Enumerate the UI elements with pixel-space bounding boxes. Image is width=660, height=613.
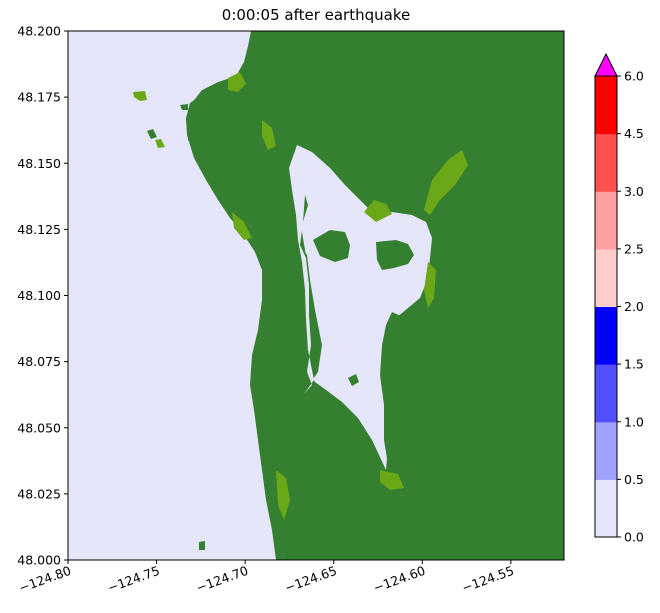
shoreline-highlight-ridge [262, 120, 276, 150]
harbor-water [297, 145, 432, 470]
harbor-island-center [376, 240, 414, 270]
colorbar-tick-label: 6.0 [624, 69, 644, 84]
colorbar-tick-label: 2.0 [624, 299, 644, 314]
shoreline-highlight-northeast [424, 150, 468, 215]
colorbar-tick-label: 2.5 [624, 241, 644, 256]
y-tick-label: 48.150 [17, 156, 61, 171]
y-tick-label: 48.025 [17, 486, 61, 501]
harbor-peninsula-south [380, 312, 430, 480]
x-tick-label: −124.80 [17, 563, 73, 596]
colorbar-tick-label: 1.5 [624, 357, 644, 372]
map-plot-area [68, 31, 564, 560]
x-axis: −124.80 −124.75 −124.70 −124.65 −124.60 −124.… [17, 560, 516, 595]
y-tick-label: 48.175 [17, 90, 61, 105]
colorbar-tick-label: 0.5 [624, 472, 644, 487]
west-inlet-water [68, 31, 276, 560]
colorbar-tick-label: 3.0 [624, 184, 644, 199]
colorbar-band [595, 479, 617, 538]
x-tick-label: −124.60 [371, 563, 427, 596]
y-tick-label: 48.000 [17, 553, 61, 568]
shoreline-highlight-bay [364, 200, 392, 222]
x-tick-label: −124.75 [106, 563, 162, 596]
colorbar-tick-label: 4.5 [624, 126, 644, 141]
land-west-peninsula [186, 80, 322, 560]
colorbar-band [595, 191, 617, 250]
y-tick-label: 48.100 [17, 288, 61, 303]
y-tick-label: 48.200 [17, 24, 61, 39]
harbor-islet-small [348, 374, 359, 386]
plot-title: 0:00:05 after earthquake [221, 6, 411, 24]
islet-5 [199, 541, 205, 550]
y-tick-label: 48.125 [17, 222, 61, 237]
colorbar-band [595, 76, 617, 135]
x-tick-label: −124.65 [283, 563, 339, 596]
harbor-island-west [313, 230, 350, 262]
colorbar-band [595, 364, 617, 423]
islet-1 [133, 91, 147, 101]
y-axis: 48.200 48.175 48.150 48.125 48.100 48.075 48.0… [17, 24, 68, 568]
y-tick-label: 48.075 [17, 354, 61, 369]
islet-4 [180, 104, 188, 110]
shoreline-highlight-west [232, 212, 252, 240]
colorbar-tick-label: 1.0 [624, 414, 644, 429]
shoreline-highlight-north [228, 72, 246, 92]
colorbar: 0.0 0.5 1.0 1.5 2.0 2.5 3.0 4.5 6.0 [594, 52, 644, 545]
colorbar-tick-label: 0.0 [624, 530, 644, 545]
colorbar-band [595, 248, 617, 307]
shoreline-highlight-southwest [276, 470, 290, 520]
colorbar-band [595, 306, 617, 365]
x-tick-label: −124.70 [194, 563, 250, 596]
shoreline-highlight-south [380, 470, 404, 490]
y-tick-label: 48.050 [17, 420, 61, 435]
x-tick-label: −124.55 [460, 563, 516, 596]
colorbar-band [595, 133, 617, 192]
peninsula-channel [289, 145, 314, 394]
islet-2 [147, 129, 157, 139]
colorbar-extend-arrow [594, 52, 618, 77]
islet-3 [155, 139, 165, 148]
shoreline-highlight-east [424, 262, 436, 308]
colorbar-band [595, 421, 617, 480]
